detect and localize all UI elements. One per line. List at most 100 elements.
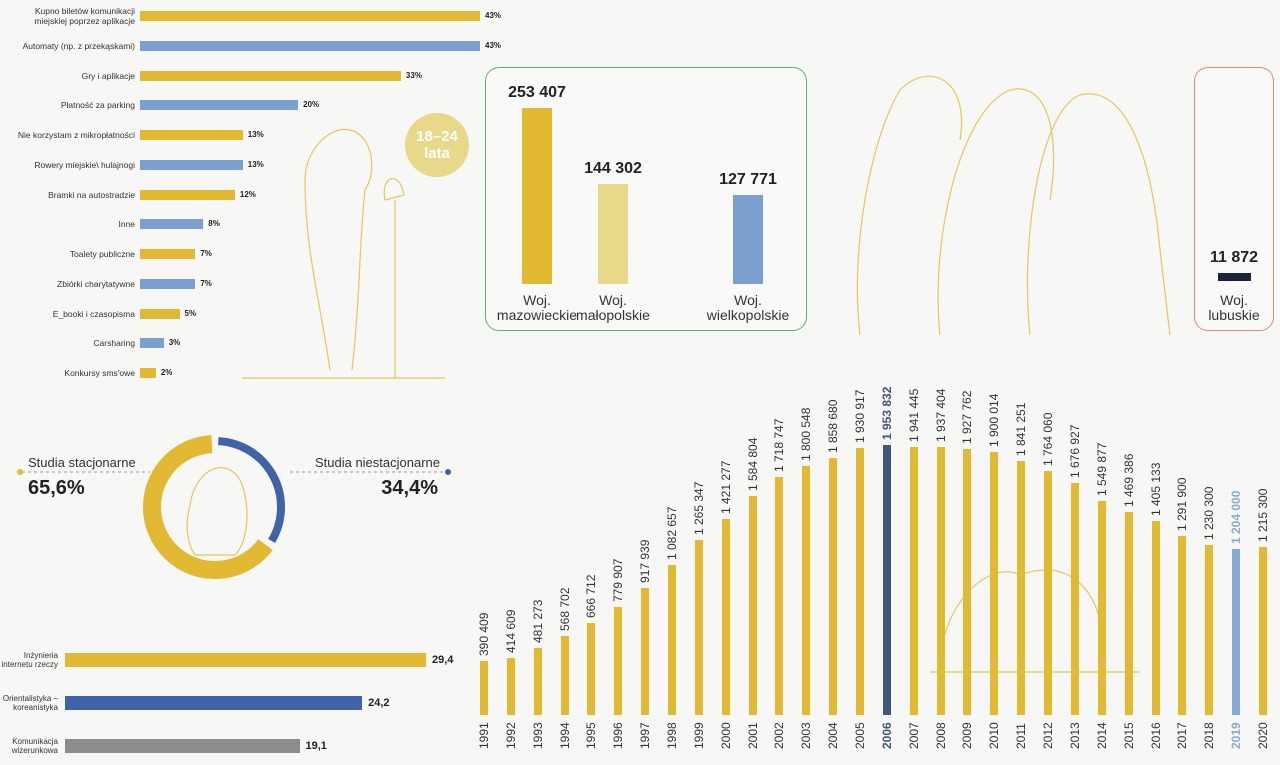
value-label: 1 204 000 [1229,490,1244,544]
value-label: 1 230 300 [1202,486,1217,540]
value-label: 1 082 657 [665,506,680,561]
category-label: Rowery miejskie\ hulajnogi [34,159,135,170]
bar [560,636,569,715]
value-label: 1 676 927 [1067,424,1082,479]
value-label: 1 930 917 [853,389,868,444]
bar [65,696,363,710]
x-tick-label: 2018 [1202,722,1217,749]
value-label: 414 609 [503,609,518,653]
bar [140,278,196,289]
x-tick-label: 2008 [933,722,948,749]
category-label: Inżynieria internetu rzeczy [1,651,58,669]
bar [140,249,196,259]
bar [829,458,838,715]
category-label: Gry i aplikacje [81,70,135,81]
donut-segment [143,435,273,579]
value-label: 1 718 747 [772,419,787,473]
bar [140,189,235,200]
bar [721,518,730,715]
category-label: Carsharing [93,338,135,349]
category-label: Woj. mazowieckie [496,292,578,323]
bar [641,588,650,715]
value-label: 65,6% [28,477,85,499]
category-label: E_booki i czasopisma [52,308,135,319]
bar [140,308,180,319]
bar [802,466,811,715]
category-label: Zbiórki charytatywne [57,278,135,289]
category-label: Komunikacja wizerunkowa [11,737,58,755]
value-label: 1 291 900 [1175,478,1190,532]
bar [1258,547,1267,715]
category-label: Inne [118,219,135,230]
value-label: 1 764 060 [1041,412,1056,467]
bar [1205,544,1214,715]
bar [856,448,865,715]
value-label: 43% [485,40,502,50]
x-tick-label: 2017 [1175,722,1190,749]
value-label: 666 712 [584,574,599,618]
bar [1217,272,1251,281]
bar [480,661,488,715]
legend-label: Studia stacjonarne [28,455,136,470]
age-badge: 18–24 lata [405,113,469,177]
value-label: 127 771 [719,171,777,189]
x-tick-label: 1999 [691,722,706,749]
x-tick-label: 2014 [1094,722,1109,749]
bar [882,445,891,715]
x-tick-label: 1993 [530,722,545,749]
value-label: 12% [239,189,256,199]
x-tick-label: 2010 [987,722,1002,749]
bar [140,219,204,230]
x-tick-label: 1997 [638,722,653,749]
value-label: 568 702 [557,588,572,632]
x-tick-label: 1991 [477,722,491,749]
bar [140,100,299,111]
legend-dot [445,469,451,475]
bar [1178,536,1187,715]
value-label: 1 953 832 [879,386,894,440]
x-tick-label: 2001 [745,722,760,749]
bar [140,11,480,21]
category-label: Automaty (np. z przekąskami) [22,40,135,51]
bar [694,540,703,715]
value-label: 1 549 877 [1094,442,1109,496]
x-tick-label: 1995 [584,722,599,749]
bar [1044,471,1053,715]
x-tick-label: 2007 [906,722,921,749]
bar [1124,511,1133,715]
value-label: 29,4 [432,654,454,666]
bar [990,452,999,715]
bar [909,446,918,715]
bar [748,495,757,715]
category-label: Woj. wielkopolskie [706,292,790,323]
bar [506,657,515,715]
legend-dot [17,469,23,475]
x-tick-label: 2019 [1229,722,1244,749]
value-label: 7% [200,249,212,258]
region-box [1194,67,1274,331]
donut-segment [218,437,285,544]
bar [1017,460,1026,715]
bar [65,739,300,753]
value-label: 1 858 680 [826,399,841,454]
value-label: 11 872 [1209,248,1259,266]
bar [140,159,243,170]
value-label: 7% [200,278,212,288]
value-label: 1 584 804 [745,437,760,491]
x-tick-label: 2005 [853,722,868,749]
bar [140,70,401,81]
x-tick-label: 1994 [557,722,572,749]
value-label: 1 800 548 [799,407,814,462]
bar [936,447,945,715]
value-label: 19,1 [305,740,327,752]
bar [963,448,972,715]
value-label: 20% [303,100,320,110]
value-label: 8% [208,219,220,229]
value-label: 917 939 [638,539,653,584]
value-label: 13% [247,159,264,169]
value-label: 144 302 [584,159,642,177]
category-label: Kupno biletów komunikacji miejskiej popr… [34,6,135,26]
